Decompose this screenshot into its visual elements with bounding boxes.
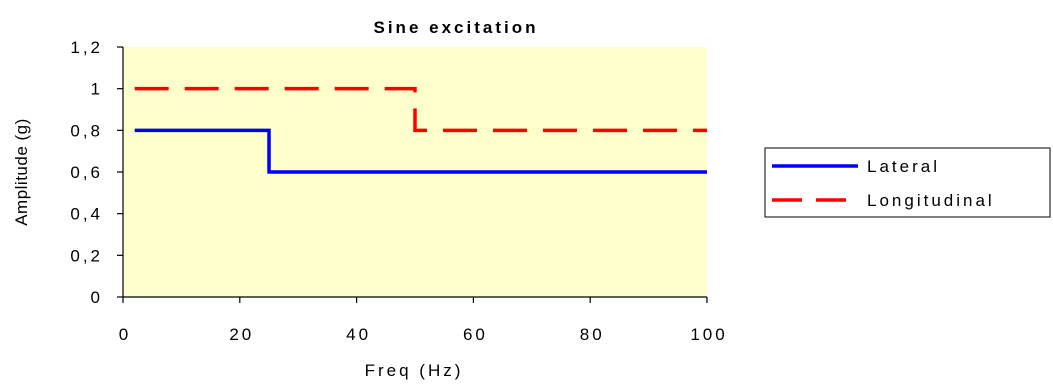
- series-line-lateral: [134, 128, 707, 174]
- x-tick-label: 100: [690, 325, 727, 344]
- x-axis-label: Freq (Hz): [365, 361, 464, 380]
- x-tick-label: 0: [119, 325, 131, 344]
- x-tick-label: 80: [580, 325, 605, 344]
- y-tick-label: 1: [91, 80, 103, 99]
- x-tick-label: 60: [463, 325, 488, 344]
- chart-title: Sine excitation: [374, 18, 539, 37]
- x-ticks: 0 20 40 60 80 100: [119, 297, 727, 344]
- y-tick-label: 0,8: [70, 121, 103, 140]
- legend-label-longitudinal: Longitudinal: [867, 191, 995, 210]
- y-tick-label: 0: [91, 288, 103, 307]
- legend-label-lateral: Lateral: [867, 157, 940, 176]
- legend-box: [764, 147, 1051, 218]
- x-tick-label: 40: [346, 325, 371, 344]
- legend: Lateral Longitudinal: [764, 147, 1051, 218]
- y-tick-label: 0,4: [70, 205, 103, 224]
- series-layer: [134, 86, 707, 174]
- x-tick-label: 20: [229, 325, 254, 344]
- y-ticks: 0 0,2 0,4 0,6 0,8 1 1,2: [70, 38, 123, 307]
- y-tick-label: 0,2: [70, 246, 103, 265]
- y-axis-label: Amplitude (g): [12, 118, 31, 226]
- y-tick-label: 0,6: [70, 163, 103, 182]
- y-tick-label: 1,2: [70, 38, 103, 57]
- series-line-longitudinal: [134, 86, 707, 133]
